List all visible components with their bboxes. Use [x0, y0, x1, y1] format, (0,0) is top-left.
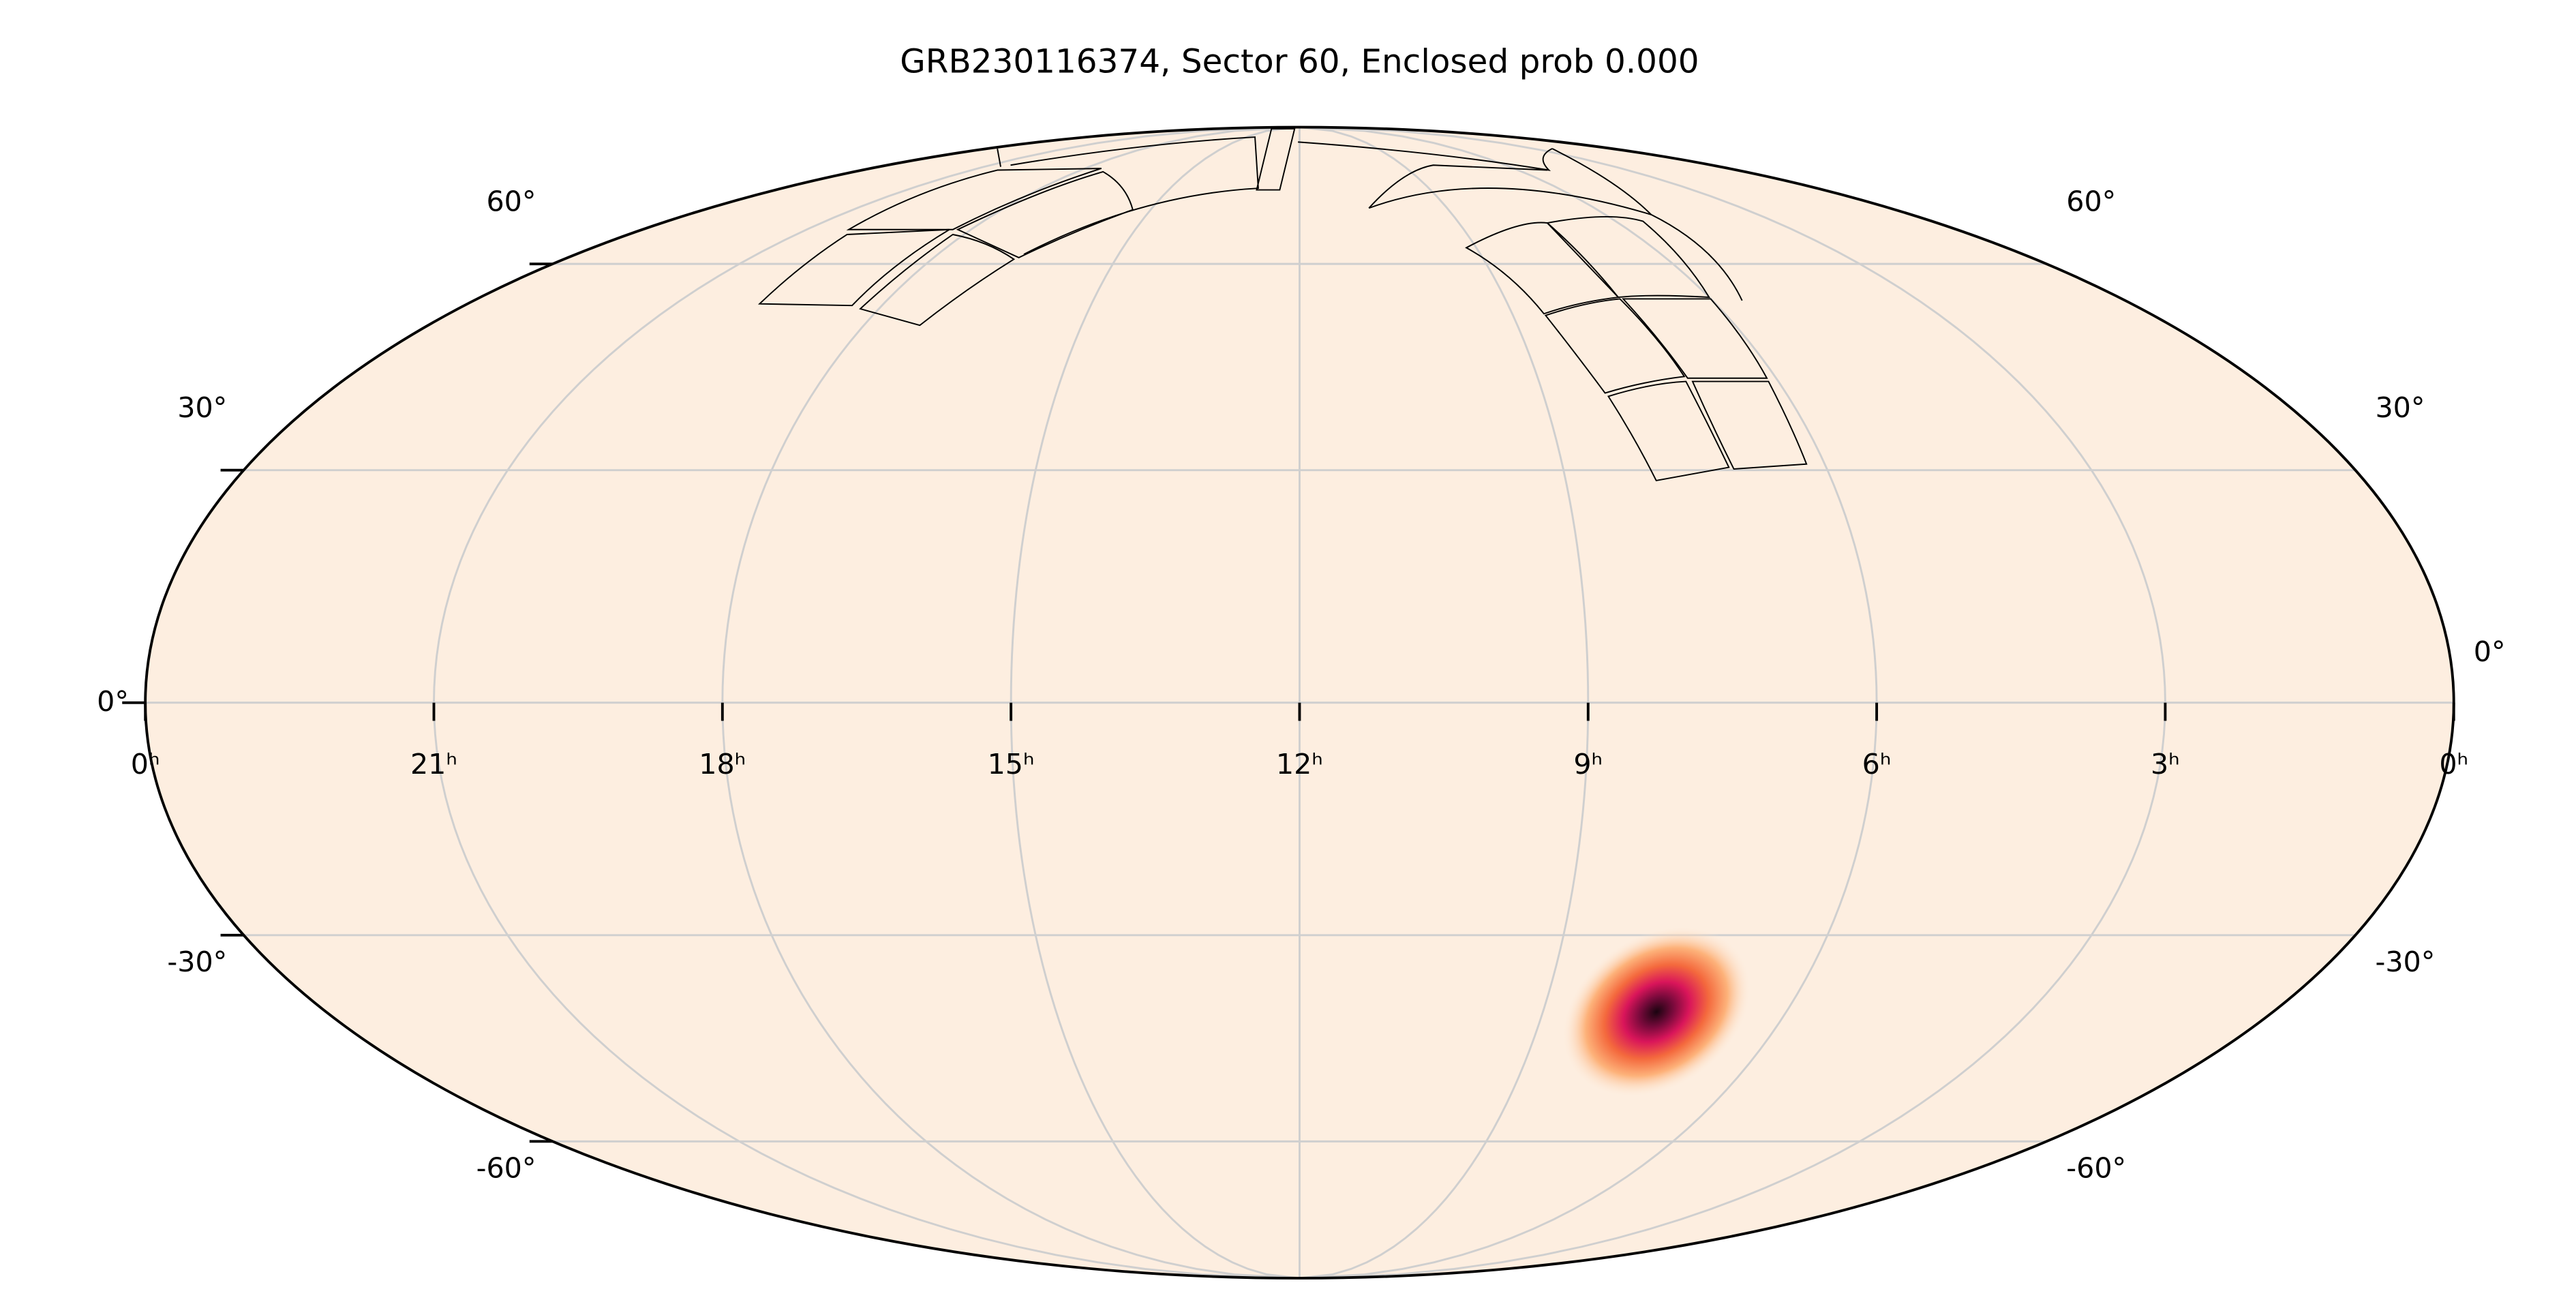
ccd-outline [1256, 127, 1296, 191]
x-tick-label: 0ʰ [2439, 748, 2468, 781]
x-tick-label: 15ʰ [988, 748, 1035, 781]
x-tick-label: 21ʰ [410, 748, 457, 781]
ccd-outline [1622, 298, 1768, 379]
x-tick-label: 18ʰ [699, 748, 746, 781]
x-tick-label: 0ʰ [131, 748, 160, 781]
x-tick-label: 3ʰ [2151, 748, 2180, 781]
y-tick-label: 0° [97, 685, 129, 718]
ccd-outline [997, 136, 1259, 255]
ccd-outline [1691, 380, 1808, 470]
ccd-outline [1297, 141, 1553, 209]
ccd-outline [1544, 298, 1686, 394]
x-tick-label: 12ʰ [1276, 748, 1323, 781]
ccd-outline [956, 170, 1134, 258]
ccd-outline [846, 168, 1102, 230]
tess-footprint [757, 127, 1808, 482]
y-tick-label: 30° [2375, 391, 2425, 424]
y-tick-label: -60° [2066, 1152, 2126, 1185]
ccd-outline [1607, 380, 1730, 482]
x-tick-label: 6ʰ [1862, 748, 1892, 781]
ccd-outline [1368, 148, 1743, 301]
y-tick-label: -30° [167, 946, 227, 978]
axes: 0ʰ 21ʰ 18ʰ 15ʰ 12ʰ 9ʰ 6ʰ 3ʰ 0ʰ 60° 60° 30° 30° 0° 0° -3… [97, 185, 2505, 1185]
probability-map [1562, 926, 1751, 1098]
y-tick-label: -60° [476, 1152, 536, 1185]
y-tick-label: 60° [2066, 185, 2116, 218]
ccd-outline [859, 233, 1016, 327]
x-tick-label: 9ʰ [1573, 748, 1603, 781]
y-tick-label: 0° [2474, 635, 2506, 668]
chart-title: GRB230116374, Sector 60, Enclosed prob 0… [900, 43, 1699, 81]
ccd-outline [1545, 215, 1710, 299]
y-tick-label: -30° [2375, 946, 2435, 978]
localization-probability [1562, 926, 1751, 1098]
y-tick-label: 30° [177, 391, 227, 424]
y-tick-label: 60° [486, 185, 536, 218]
